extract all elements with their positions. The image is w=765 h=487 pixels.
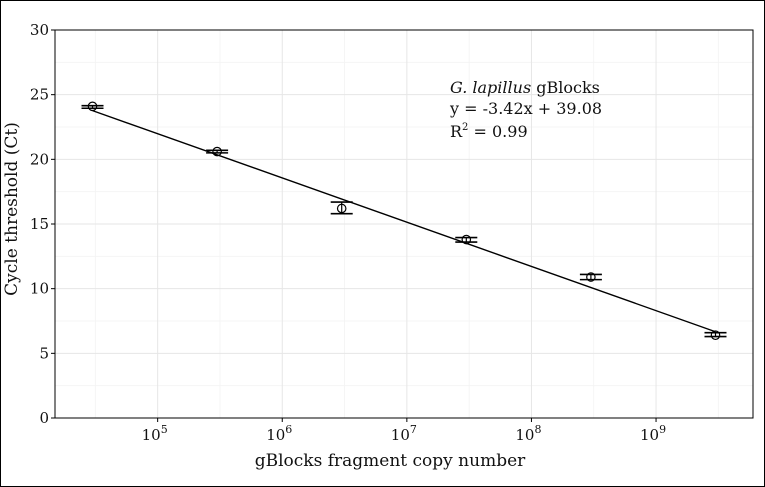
x-axis-title: gBlocks fragment copy number xyxy=(255,451,526,471)
x-tick-label-exponent: 9 xyxy=(659,423,666,436)
regression-line xyxy=(92,109,716,333)
data-point xyxy=(212,146,222,157)
y-tick-label: 10 xyxy=(30,280,49,298)
x-tick-label: 107 xyxy=(391,423,417,444)
x-tick-label: 108 xyxy=(515,423,541,444)
annotation-r2-prefix: R xyxy=(450,122,463,141)
y-axis-title: Cycle threshold (Ct) xyxy=(2,122,22,296)
x-tick-label-base: 10 xyxy=(640,426,659,444)
y-tick-label: 0 xyxy=(39,409,49,427)
annotation-r2: R2 = 0.99 xyxy=(450,122,528,141)
x-tick-label-exponent: 8 xyxy=(534,423,541,436)
x-tick-label-exponent: 7 xyxy=(410,423,417,436)
annotation-equation: y = -3.42x + 39.08 xyxy=(449,99,602,118)
y-tick-label: 15 xyxy=(30,215,49,233)
x-axis: 105 106 107 108 109 xyxy=(142,418,666,444)
data-point-group xyxy=(206,146,229,157)
data-point-group xyxy=(81,101,104,112)
annotation-r2-suffix: = 0.99 xyxy=(468,122,527,141)
x-tick-label: 109 xyxy=(640,423,666,444)
annotation-r2-sup: 2 xyxy=(462,122,468,133)
y-tick-label: 30 xyxy=(30,21,49,39)
annotation-species: G. lapillus xyxy=(450,78,531,97)
x-tick-label-base: 10 xyxy=(266,426,285,444)
data-point xyxy=(336,203,347,214)
data-point xyxy=(461,234,472,245)
data-point xyxy=(710,330,721,341)
data-points xyxy=(81,101,727,341)
x-tick-label-base: 10 xyxy=(391,426,410,444)
data-point-group xyxy=(330,201,353,215)
data-point-group xyxy=(455,234,478,245)
annotation-title: G. lapillus gBlocks xyxy=(450,78,600,97)
x-tick-label-base: 10 xyxy=(515,426,534,444)
data-point xyxy=(87,101,98,112)
data-point xyxy=(586,272,596,282)
x-tick-label: 105 xyxy=(142,423,168,444)
annotation-species-suffix: gBlocks xyxy=(531,78,600,97)
y-tick-label: 20 xyxy=(30,150,49,168)
x-tick-label-base: 10 xyxy=(142,426,161,444)
y-axis: 0 5 10 15 20 25 30 xyxy=(30,21,55,427)
x-tick-label-exponent: 5 xyxy=(161,423,168,436)
y-tick-label: 25 xyxy=(30,86,49,104)
x-tick-label-exponent: 6 xyxy=(285,423,292,436)
y-tick-label: 5 xyxy=(39,344,49,362)
data-point-group xyxy=(704,330,727,341)
data-point-group xyxy=(579,272,602,282)
x-tick-label: 106 xyxy=(266,423,292,444)
grid xyxy=(55,29,753,419)
